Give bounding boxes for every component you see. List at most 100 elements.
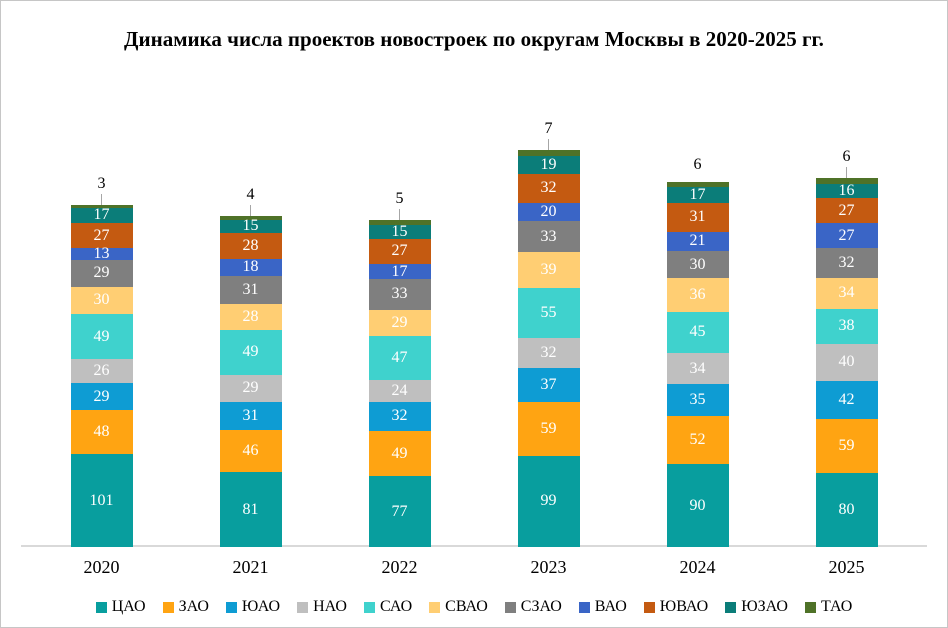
legend-swatch-icon: [804, 601, 816, 613]
x-axis-line: [21, 545, 927, 547]
legend-swatch-icon: [643, 601, 655, 613]
plot-area: 3 17 27 13 29 30 49 26 29 48 101 4 15 28 18 31 28 49 29 31 4…: [21, 93, 927, 547]
top-data-label-ТАО: 6: [842, 148, 851, 166]
legend-label: ЮВАО: [659, 598, 709, 615]
segment-data-label: 49: [93, 327, 110, 345]
segment-data-label: 15: [242, 217, 259, 235]
x-axis-label-2020: 2020: [83, 556, 120, 577]
bar-segment-ЮАО-2024: 35: [666, 384, 729, 417]
bar-segment-ЮАО-2025: 42: [815, 380, 878, 420]
bar-segment-СЗАО-2023: 33: [517, 221, 580, 252]
segment-data-label: 40: [838, 353, 855, 371]
legend-swatch-icon: [162, 601, 174, 613]
segment-data-label: 27: [93, 226, 110, 244]
legend-label: ТАО: [820, 598, 853, 615]
segment-data-label: 42: [838, 390, 855, 408]
segment-data-label: 99: [540, 492, 557, 510]
stacked-bar-2021: 15 28 18 31 28 49 29 31 46 81: [219, 215, 282, 547]
bar-segment-ВАО-2022: 17: [368, 262, 431, 280]
bar-segment-ЦАО-2023: 99: [517, 455, 580, 547]
segment-data-label: 32: [540, 179, 557, 197]
bar-segment-ТАО-2024: [666, 181, 729, 188]
segment-data-label: 33: [540, 227, 557, 245]
legend-swatch-icon: [225, 601, 237, 613]
bar-segment-ЮВАО-2022: 27: [368, 238, 431, 264]
x-axis-labels: 2020 2021 2022 2023 2024 2025: [27, 547, 921, 587]
bar-group-2020: 3 17 27 13 29 30 49 26 29 48 101: [27, 175, 176, 547]
segment-data-label: 32: [391, 407, 408, 425]
leader-line: [548, 138, 549, 150]
legend-item-СЗАО: СЗАО: [504, 599, 562, 615]
bar-segment-ТАО-2021: [219, 215, 282, 220]
bar-segment-СВАО-2021: 28: [219, 304, 282, 330]
legend-item-САО: САО: [363, 599, 412, 615]
bar-segment-СЗАО-2024: 30: [666, 250, 729, 279]
bar-group-2023: 7 19 32 20 33 39 55 32 37 59 99: [474, 120, 623, 547]
legend-label: ЮЗАО: [741, 598, 788, 615]
leader-line: [399, 209, 400, 221]
legend-swatch-icon: [429, 601, 441, 613]
segment-data-label: 20: [540, 203, 557, 221]
top-data-label-ТАО: 5: [395, 190, 404, 208]
bar-segment-ЮВАО-2020: 27: [70, 223, 133, 249]
segment-data-label: 29: [93, 264, 110, 282]
bar-segment-ЮАО-2022: 32: [368, 401, 431, 432]
segment-data-label: 17: [391, 262, 408, 280]
segment-data-label: 31: [242, 280, 259, 298]
segment-data-label: 101: [89, 491, 114, 509]
bar-segment-НАО-2021: 29: [219, 374, 282, 402]
segment-data-label: 80: [838, 501, 855, 519]
bar-segment-НАО-2022: 24: [368, 379, 431, 402]
segment-data-label: 27: [838, 226, 855, 244]
top-data-label-ТАО: 4: [246, 185, 255, 203]
bar-group-2024: 6 17 31 21 30 36 45 34 35 52 90: [623, 156, 772, 547]
segment-data-label: 15: [391, 222, 408, 240]
x-axis-label-2025: 2025: [828, 556, 865, 577]
leader-line: [250, 204, 251, 216]
legend-label: ЦАО: [111, 598, 146, 615]
segment-data-label: 52: [689, 431, 706, 449]
bar-segment-ЮЗАО-2021: 15: [219, 217, 282, 235]
bar-segment-ТАО-2023: [517, 149, 580, 157]
bar-segment-ЗАО-2021: 46: [219, 430, 282, 473]
bar-segment-ЦАО-2025: 80: [815, 473, 878, 547]
segment-data-label: 30: [689, 255, 706, 273]
segment-data-label: 28: [242, 237, 259, 255]
legend-item-ВАО: ВАО: [578, 599, 627, 615]
segment-data-label: 47: [391, 348, 408, 366]
bar-segment-ВАО-2023: 20: [517, 202, 580, 222]
bar-segment-ЗАО-2023: 59: [517, 401, 580, 456]
legend-item-ЗАО: ЗАО: [162, 599, 209, 615]
legend-item-ЮАО: ЮАО: [225, 599, 280, 615]
bar-segment-СВАО-2025: 34: [815, 277, 878, 309]
bar-group-2022: 5 15 27 17 33 29 47 24 32 49 77: [325, 191, 474, 547]
legend-swatch-icon: [504, 601, 516, 613]
legend-item-НАО: НАО: [297, 599, 347, 615]
segment-data-label: 46: [242, 442, 259, 460]
segment-data-label: 27: [391, 242, 408, 260]
bar-segment-ЗАО-2020: 48: [70, 409, 133, 455]
bar-segment-ЗАО-2022: 49: [368, 431, 431, 477]
segment-data-label: 32: [838, 253, 855, 271]
segment-data-label: 48: [93, 423, 110, 441]
legend-item-ЮЗАО: ЮЗАО: [725, 599, 788, 615]
segment-data-label: 29: [391, 314, 408, 331]
bar-segment-СЗАО-2020: 29: [70, 260, 133, 287]
bar-segment-ВАО-2021: 18: [219, 259, 282, 276]
legend-item-СВАО: СВАО: [429, 599, 488, 615]
x-axis-label-2021: 2021: [232, 556, 269, 577]
segment-data-label: 13: [93, 245, 110, 263]
chart-title: Динамика числа проектов новостроек по ок…: [124, 27, 824, 51]
bar-segment-САО-2024: 45: [666, 311, 729, 353]
bar-segment-ЮВАО-2025: 27: [815, 198, 878, 224]
bar-segment-ЗАО-2024: 52: [666, 416, 729, 465]
bar-segment-САО-2021: 49: [219, 329, 282, 375]
bar-segment-НАО-2024: 34: [666, 352, 729, 385]
legend-swatch-icon: [363, 601, 375, 613]
bar-segment-ВАО-2020: 13: [70, 245, 133, 263]
leader-line: [846, 167, 847, 179]
legend-swatch-icon: [725, 601, 737, 613]
segment-data-label: 30: [93, 291, 110, 309]
segment-data-label: 34: [838, 284, 855, 302]
